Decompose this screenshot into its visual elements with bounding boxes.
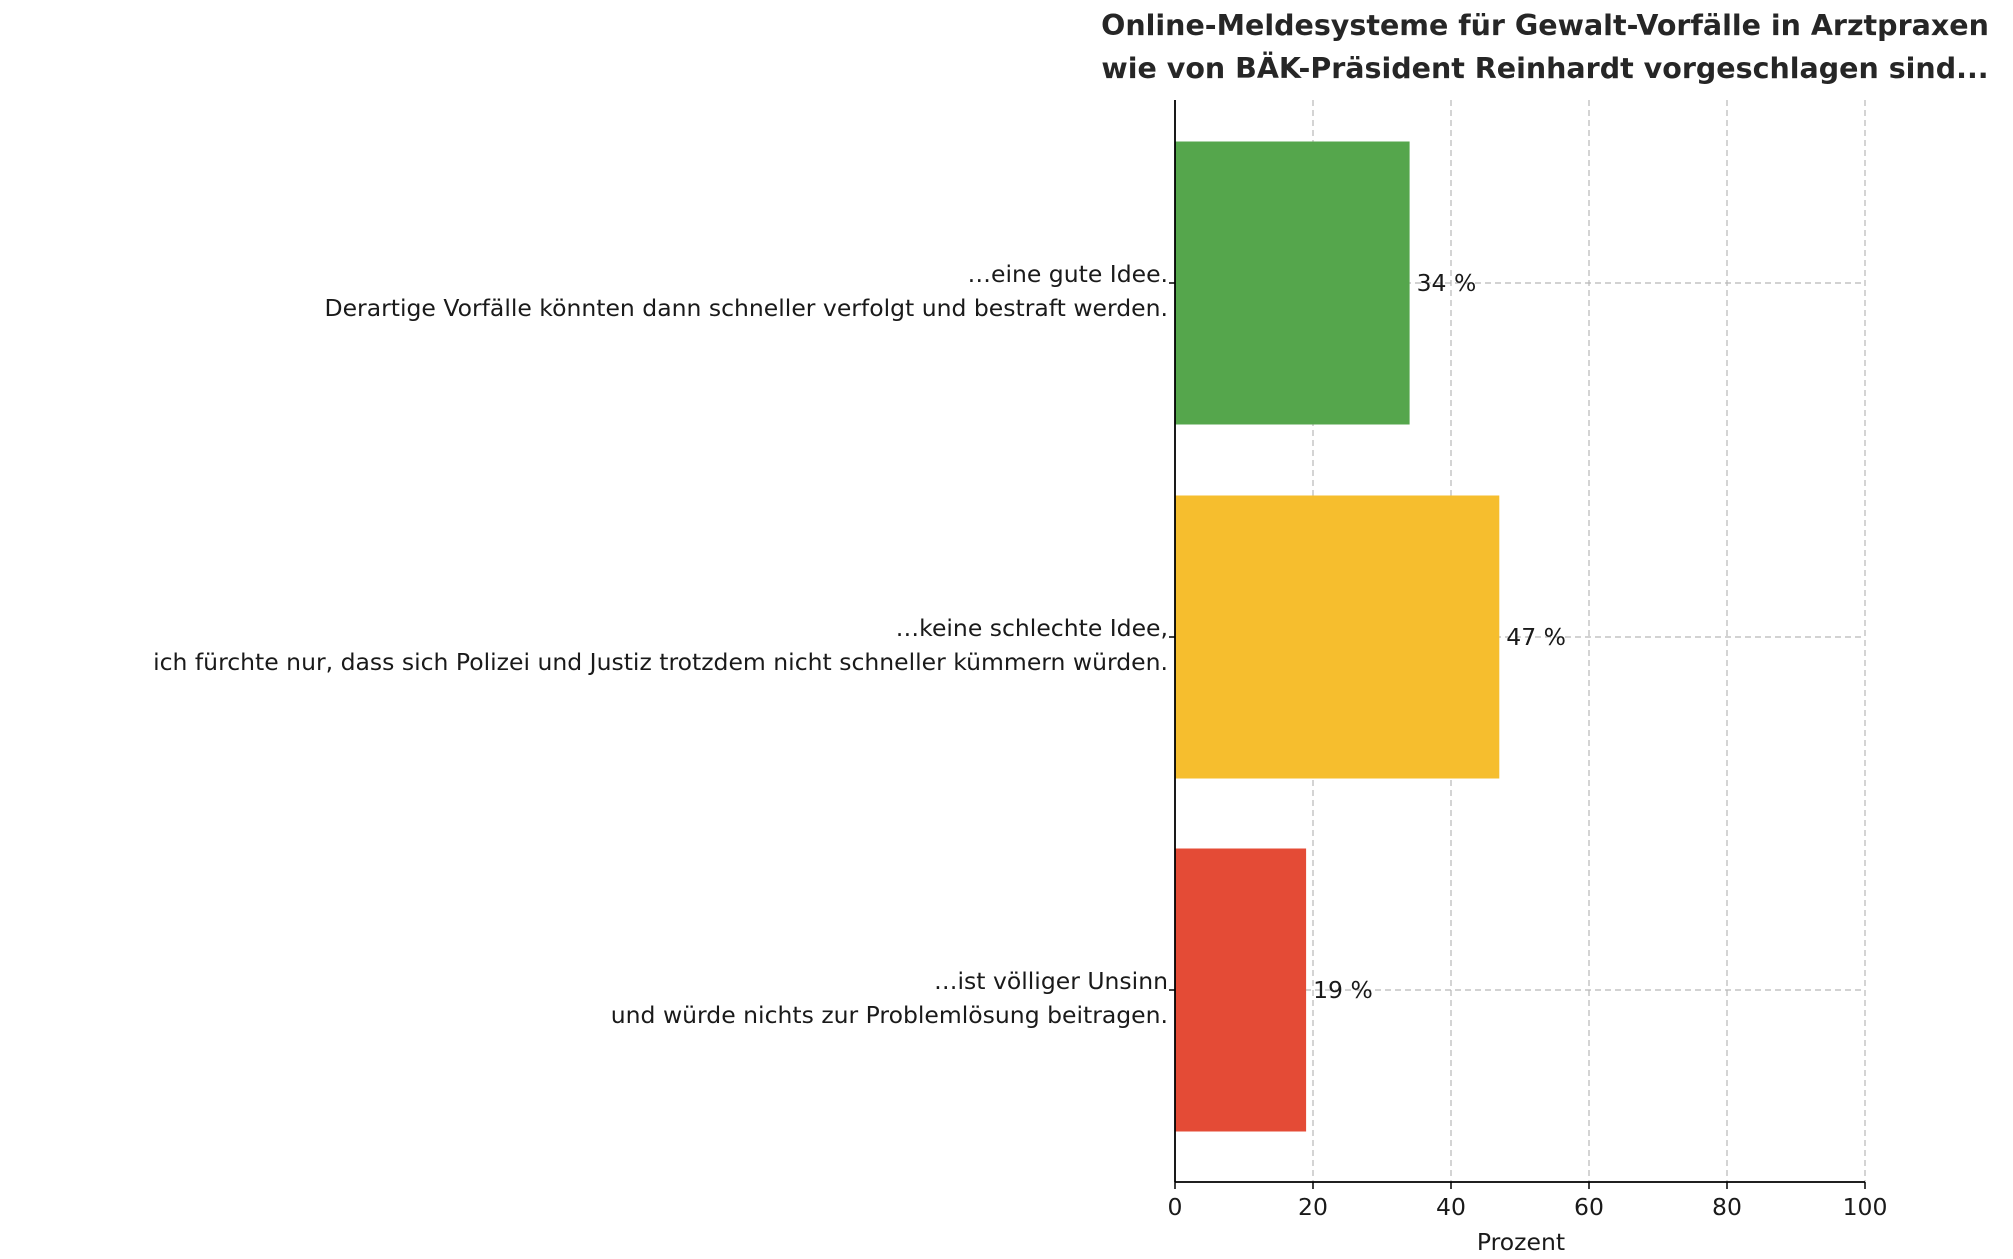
category-label-1-line-2: ich fürchte nur, dass sich Polizei und J… bbox=[153, 648, 1168, 676]
chart-title-line-2: wie von BÄK-Präsident Reinhardt vorgesch… bbox=[1101, 51, 1988, 85]
bars bbox=[1175, 141, 1500, 1132]
x-tick-label-80: 80 bbox=[1712, 1193, 1742, 1221]
x-tick-label-0: 0 bbox=[1168, 1193, 1183, 1221]
category-label-2-line-1: …ist völliger Unsinn bbox=[934, 967, 1168, 995]
bar-2 bbox=[1175, 848, 1307, 1132]
axes bbox=[1169, 100, 1865, 1183]
value-label-1: 47 % bbox=[1506, 623, 1566, 651]
value-labels: 34 % 47 % 19 % bbox=[1313, 269, 1566, 1004]
category-label-0-line-2: Derartige Vorfälle könnten dann schnelle… bbox=[324, 294, 1168, 322]
x-ticks: 0 20 40 60 80 100 bbox=[1168, 1182, 1888, 1221]
category-labels: …eine gute Idee. Derartige Vorfälle könnt… bbox=[153, 260, 1168, 1029]
value-label-0: 34 % bbox=[1417, 269, 1477, 297]
category-label-0-line-1: …eine gute Idee. bbox=[968, 260, 1169, 288]
category-label-2-line-2: und würde nichts zur Problemlösung beitr… bbox=[611, 1001, 1168, 1029]
bar-0 bbox=[1175, 141, 1410, 425]
value-label-2: 19 % bbox=[1313, 976, 1373, 1004]
x-tick-label-60: 60 bbox=[1574, 1193, 1604, 1221]
x-tick-label-20: 20 bbox=[1298, 1193, 1328, 1221]
x-tick-label-100: 100 bbox=[1843, 1193, 1888, 1221]
x-tick-label-40: 40 bbox=[1436, 1193, 1466, 1221]
category-label-1-line-1: …keine schlechte Idee, bbox=[896, 614, 1168, 642]
chart-title-line-1: Online-Meldesysteme für Gewalt-Vorfälle … bbox=[1101, 9, 1989, 42]
x-axis-label: Prozent bbox=[1477, 1228, 1565, 1256]
bar-1 bbox=[1175, 495, 1500, 779]
